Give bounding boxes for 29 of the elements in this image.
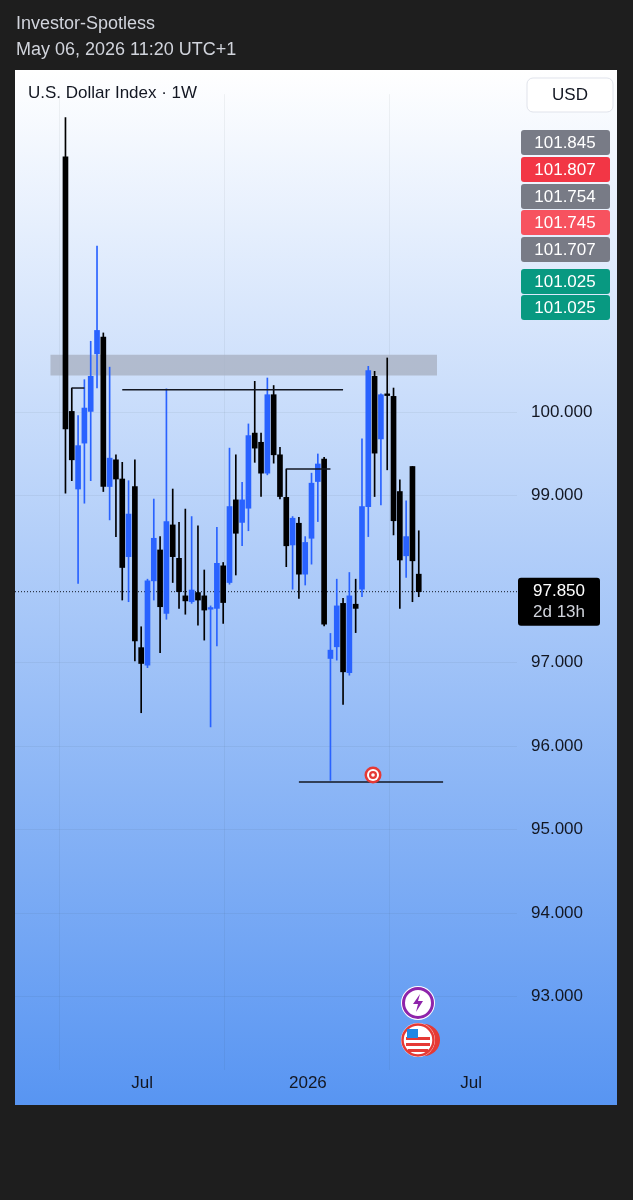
y-tick-label: 94.000 [531,902,583,922]
text: Investor-Spotless [16,13,156,34]
text: 101.025 [534,271,596,291]
candlestick [113,454,119,537]
x-tick-label: Jul [131,1072,153,1092]
text: 101.754 [534,186,596,206]
y-tick-label: 97.000 [531,652,583,672]
text: 101.745 [534,212,596,232]
candlestick [138,626,145,714]
candlestick [384,357,391,471]
y-tick-label: 100.000 [531,401,593,421]
text: 101.707 [534,239,596,259]
candlestick [94,245,100,389]
x-tick-label: Jul [460,1072,482,1092]
text: 101.845 [534,132,596,152]
text: May 06, 2026 11:20 UTC+1 [16,39,237,60]
ref-line-label: 97.850 [533,581,585,601]
y-tick-label: 99.000 [531,485,583,505]
candlestick [403,500,409,578]
text: USD [552,84,588,104]
text: 2d 13h [533,602,585,622]
x-tick-label: 2026 [288,1072,327,1092]
chart-title: U.S. Dollar Index · 1W [28,82,198,102]
text: 101.807 [534,159,596,179]
y-tick-label: 95.000 [531,819,583,839]
text: 101.025 [534,297,596,317]
y-tick-label: 96.000 [531,735,583,755]
y-tick-label: 93.000 [531,986,583,1006]
candlestick [352,578,359,633]
